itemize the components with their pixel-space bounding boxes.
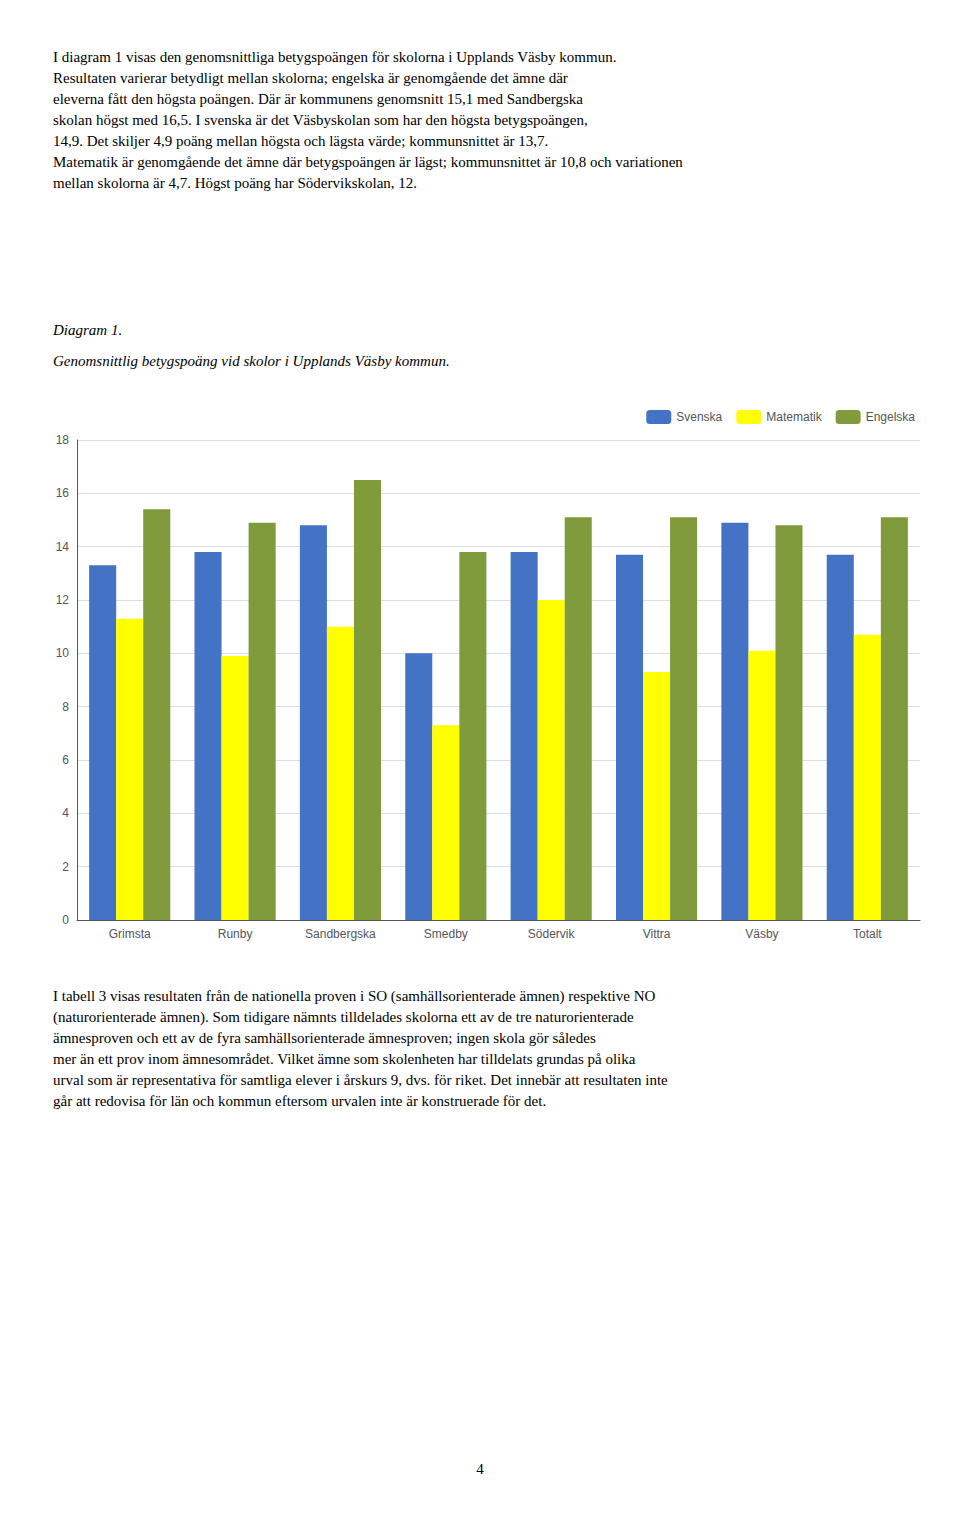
svg-text:går att redovisa för län och k: går att redovisa för län och kommun efte… bbox=[53, 1093, 546, 1109]
svg-text:4: 4 bbox=[62, 806, 69, 820]
svg-text:I diagram 1 visas den genomsni: I diagram 1 visas den genomsnittliga bet… bbox=[53, 49, 616, 65]
svg-text:10: 10 bbox=[56, 646, 70, 660]
svg-text:eleverna fått den högsta poäng: eleverna fått den högsta poängen. Där är… bbox=[53, 91, 583, 107]
svg-text:Matematik: Matematik bbox=[766, 410, 822, 424]
svg-text:8: 8 bbox=[62, 700, 69, 714]
svg-text:14: 14 bbox=[56, 540, 70, 554]
svg-text:Resultaten varierar betydligt: Resultaten varierar betydligt mellan sko… bbox=[53, 70, 568, 86]
svg-text:I tabell 3 visas resultaten fr: I tabell 3 visas resultaten från de nati… bbox=[53, 988, 655, 1005]
svg-text:mellan skolorna är 4,7. Högst: mellan skolorna är 4,7. Högst poäng har … bbox=[53, 175, 417, 191]
svg-text:Svenska: Svenska bbox=[676, 410, 722, 424]
svg-text:Engelska: Engelska bbox=[866, 410, 916, 424]
svg-text:14,9. Det skiljer 4,9 poäng me: 14,9. Det skiljer 4,9 poäng mellan högst… bbox=[53, 133, 548, 149]
svg-text:Runby: Runby bbox=[218, 927, 253, 941]
svg-text:Sandbergska: Sandbergska bbox=[305, 927, 376, 941]
svg-text:Matematik är genomgående det ä: Matematik är genomgående det ämne där be… bbox=[53, 154, 683, 170]
svg-text:Vittra: Vittra bbox=[643, 927, 671, 941]
svg-text:6: 6 bbox=[62, 753, 69, 767]
svg-text:0: 0 bbox=[62, 913, 69, 927]
svg-text:Totalt: Totalt bbox=[853, 927, 882, 941]
svg-text:12: 12 bbox=[56, 593, 70, 607]
svg-text:skolan högst med 16,5. I svens: skolan högst med 16,5. I svenska är det … bbox=[53, 112, 588, 128]
svg-text:18: 18 bbox=[56, 433, 70, 447]
svg-text:Väsby: Väsby bbox=[745, 927, 778, 941]
svg-text:Genomsnittlig betygspoäng vid: Genomsnittlig betygspoäng vid skolor i U… bbox=[53, 353, 450, 369]
svg-text:ämnesproven och ett av de fyra: ämnesproven och ett av de fyra samhällso… bbox=[53, 1030, 596, 1046]
svg-text:Diagram 1.: Diagram 1. bbox=[52, 322, 122, 338]
svg-text:(naturorienterade ämnen). Som: (naturorienterade ämnen). Som tidigare n… bbox=[53, 1009, 634, 1026]
svg-text:Grimsta: Grimsta bbox=[109, 927, 151, 941]
svg-text:urval som är representativa fö: urval som är representativa för samtliga… bbox=[53, 1072, 668, 1088]
svg-text:2: 2 bbox=[62, 860, 69, 874]
svg-text:mer än ett prov inom ämnesområ: mer än ett prov inom ämnesområdet. Vilke… bbox=[53, 1051, 636, 1067]
svg-text:16: 16 bbox=[56, 486, 70, 500]
svg-text:Södervik: Södervik bbox=[528, 927, 576, 941]
svg-text:4: 4 bbox=[476, 1461, 484, 1477]
svg-text:Smedby: Smedby bbox=[424, 927, 468, 941]
